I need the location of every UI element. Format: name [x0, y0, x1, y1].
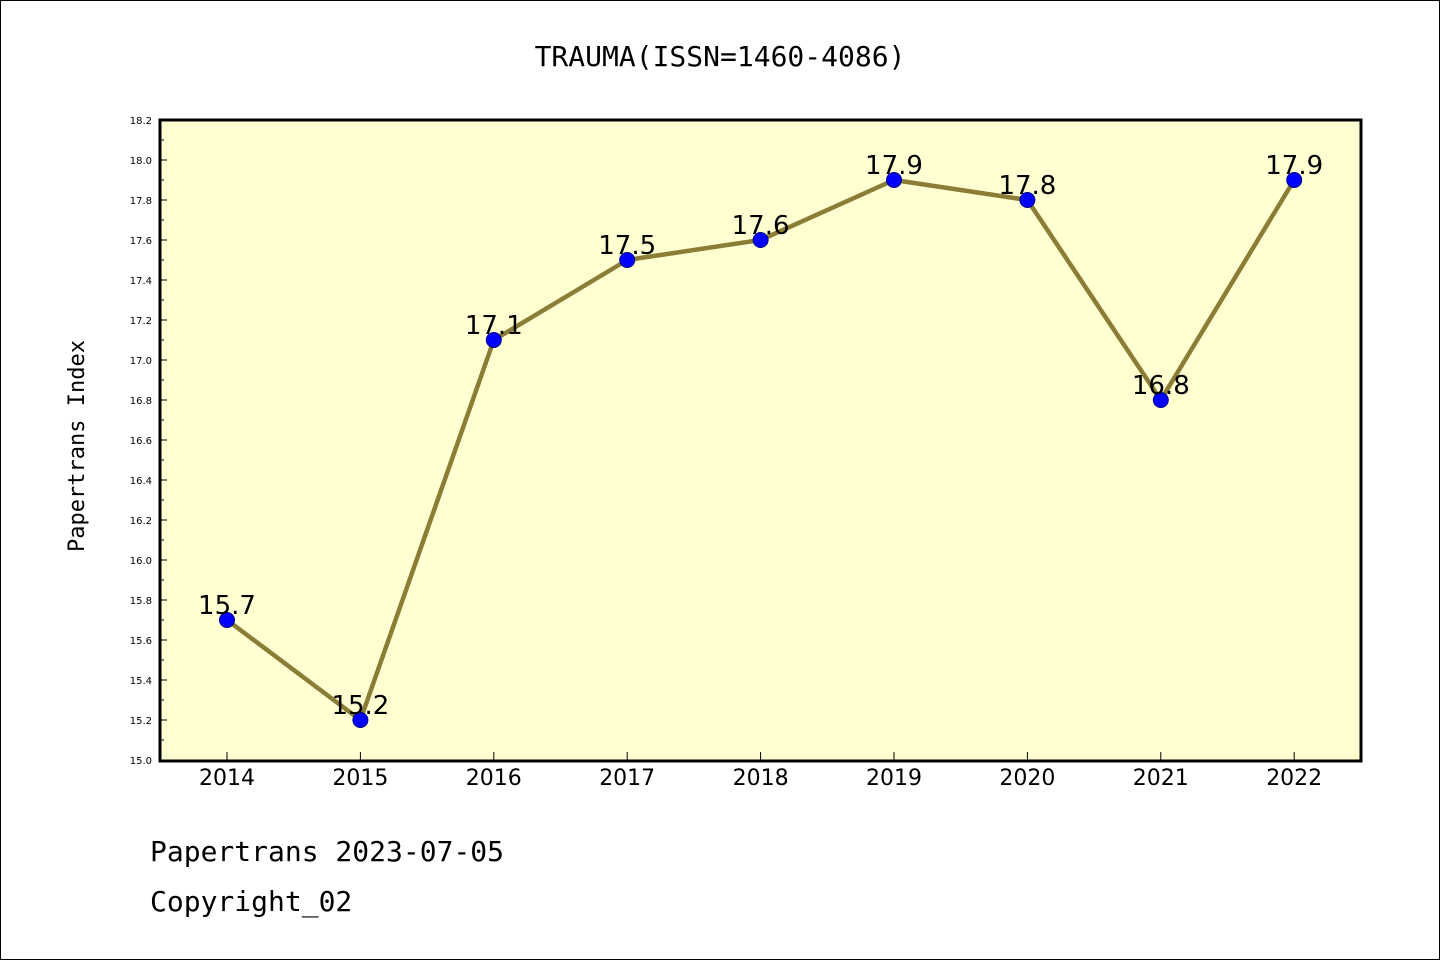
- y-tick-label: 15.2: [130, 716, 152, 727]
- plot-area: [158, 118, 1363, 763]
- x-tick-label: 2021: [1133, 766, 1189, 791]
- x-tick-label: 2020: [999, 766, 1055, 791]
- y-tick-label: 15.8: [130, 596, 152, 607]
- y-tick-label: 17.0: [130, 356, 152, 367]
- data-point: [1019, 192, 1036, 208]
- data-label: 16.8: [1132, 371, 1190, 401]
- y-tick-label: 17.8: [130, 196, 152, 207]
- data-point: [352, 712, 369, 728]
- data-label: 17.8: [998, 171, 1056, 201]
- x-tick-label: 2019: [866, 766, 922, 791]
- x-tick-label: 2014: [199, 766, 255, 791]
- chart-title: TRAUMA(ISSN=1460-4086): [535, 40, 906, 73]
- data-label: 17.9: [865, 151, 923, 181]
- x-tick-label: 2022: [1266, 766, 1322, 791]
- data-point: [485, 332, 502, 348]
- y-tick-label: 18.2: [130, 116, 152, 127]
- y-tick-label: 16.0: [130, 556, 152, 567]
- marker-group: [219, 172, 1303, 728]
- data-label: 17.9: [1265, 151, 1323, 181]
- y-tick-label: 16.2: [130, 516, 152, 527]
- y-tick-label: 18.0: [130, 156, 152, 167]
- data-point: [219, 612, 235, 628]
- y-tick-label: 15.6: [130, 636, 152, 647]
- y-tick-label: 16.8: [130, 396, 152, 407]
- data-point: [619, 252, 636, 268]
- data-point: [886, 172, 902, 188]
- y-axis: 15.0 15.2 15.4 15.6 15.8 16.0 16.2 16.4 16.6 16.8…: [130, 116, 167, 767]
- y-tick-label: 15.0: [130, 756, 152, 767]
- x-tick-label: 2017: [599, 766, 655, 791]
- x-tick-label: 2018: [733, 766, 789, 791]
- y-tick-label: 16.4: [130, 476, 152, 487]
- y-tick-label: 17.6: [130, 236, 152, 247]
- data-label: 17.6: [732, 211, 790, 241]
- data-point: [1286, 172, 1303, 188]
- footer-date: Papertrans 2023-07-05: [150, 835, 505, 868]
- y-tick-label: 17.2: [130, 316, 152, 327]
- y-tick-label: 16.6: [130, 436, 152, 447]
- data-label-group: 15.7 15.2 17.1 17.5 17.6 17.9 17.8 16.8 17.9: [198, 151, 1323, 721]
- y-tick-label: 17.4: [130, 276, 152, 287]
- y-tick-label: 15.4: [130, 676, 152, 687]
- data-point: [1152, 392, 1169, 408]
- x-axis: 2014 2015 2016 2017 2018 2019 2020 2021 2022: [199, 752, 1322, 791]
- data-label: 17.5: [598, 231, 656, 261]
- x-tick-label: 2015: [332, 766, 388, 791]
- x-tick-label: 2016: [466, 766, 522, 791]
- data-label: 15.7: [198, 591, 256, 621]
- data-label: 15.2: [331, 691, 389, 721]
- data-point: [752, 232, 769, 248]
- footer-copyright: Copyright_02: [150, 885, 353, 918]
- data-label: 17.1: [465, 311, 523, 341]
- y-axis-label: Papertrans Index: [65, 340, 90, 552]
